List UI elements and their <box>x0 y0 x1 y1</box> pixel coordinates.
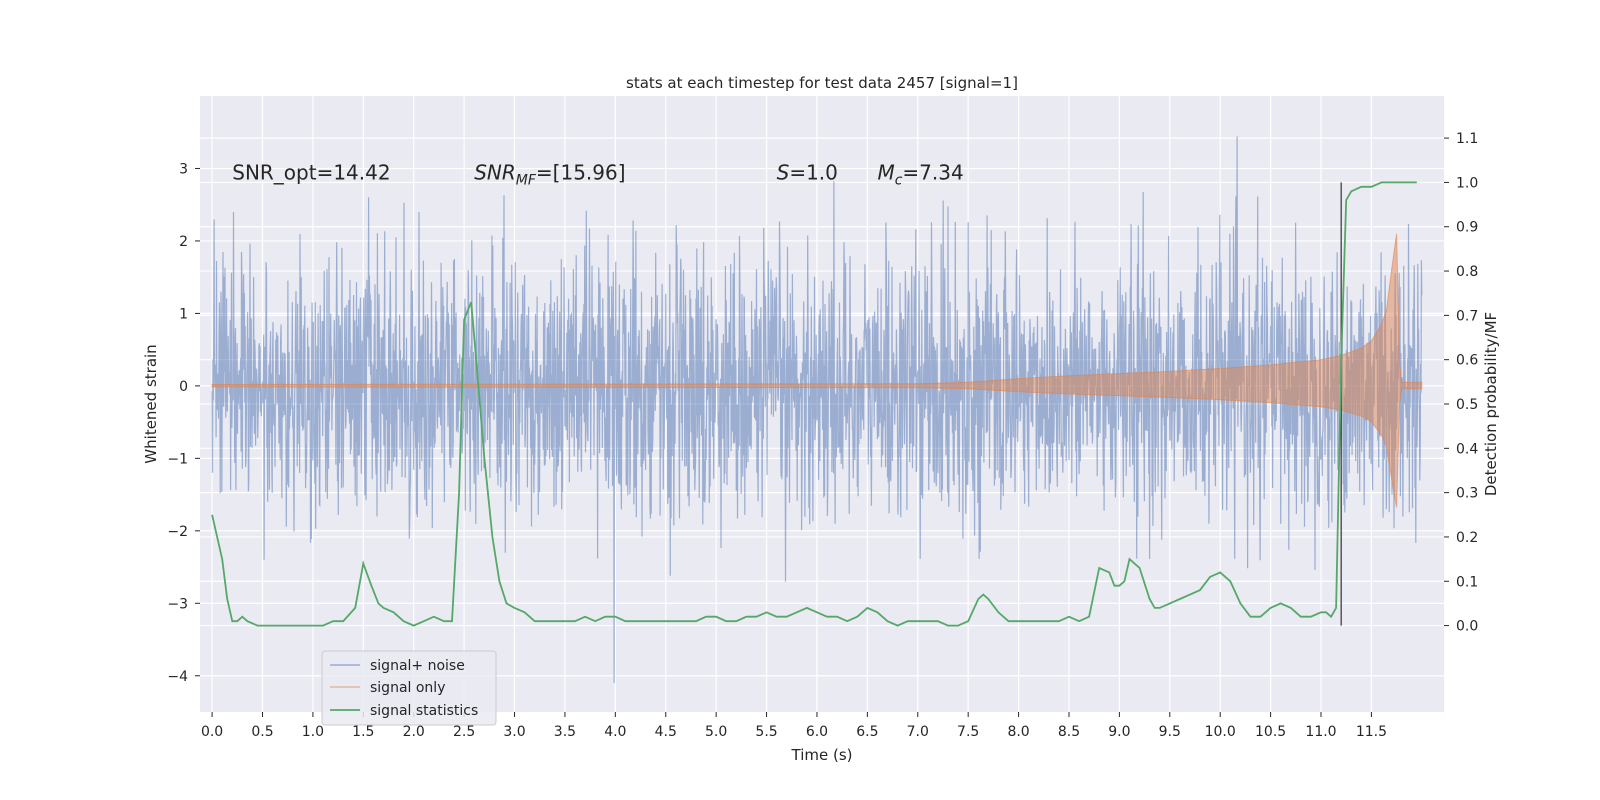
x-tick-label-15: 7.5 <box>957 724 979 740</box>
y-tick-label-1: −3 <box>167 596 188 612</box>
stats-line <box>211 181 1417 627</box>
x-tick-label-3: 1.5 <box>352 724 374 740</box>
legend: signal+ noise signal only signal statist… <box>321 650 497 726</box>
x-tick-label-12: 6.0 <box>806 724 828 740</box>
y2-tick-label-7: 0.7 <box>1456 308 1478 324</box>
x-tick-label-10: 5.0 <box>705 724 727 740</box>
y-axis-ticks: −4 −3 −2 −1 0 1 2 3 <box>167 161 200 685</box>
annotation-0: SNR_opt=14.42 <box>232 160 390 184</box>
plot-area <box>211 136 1423 684</box>
annotation-3-main: M <box>877 160 894 184</box>
annotation-1-main: SNR <box>474 160 516 184</box>
x-tick-label-0: 0.0 <box>201 724 223 740</box>
y-tick-label-2: −2 <box>167 524 188 540</box>
y2-tick-label-5: 0.5 <box>1456 397 1478 413</box>
annotation-1-value: =[15.96] <box>536 160 626 184</box>
x-tick-label-19: 9.5 <box>1159 724 1181 740</box>
y2-tick-label-11: 1.1 <box>1456 131 1478 147</box>
y2-tick-label-0: 0.0 <box>1456 619 1478 635</box>
x-tick-label-1: 0.5 <box>251 724 273 740</box>
annotation-0-main: SNR_opt=14.42 <box>232 160 390 184</box>
y-tick-label-4: 0 <box>179 379 188 395</box>
series-signal-statistics <box>211 181 1417 627</box>
x-tick-label-6: 3.0 <box>503 724 525 740</box>
y-axis-title: Whitened strain <box>142 344 160 463</box>
y2-tick-label-8: 0.8 <box>1456 264 1478 280</box>
y2-tick-label-9: 0.9 <box>1456 220 1478 236</box>
y2-tick-label-10: 1.0 <box>1456 175 1478 191</box>
x-tick-label-23: 11.5 <box>1356 724 1387 740</box>
y-tick-label-7: 3 <box>179 161 188 177</box>
annotation-3-value: =7.34 <box>902 160 963 184</box>
annotation-1-sub: MF <box>516 172 537 188</box>
legend-box <box>321 650 497 726</box>
y2-tick-label-1: 0.1 <box>1456 574 1478 590</box>
y-tick-label-3: −1 <box>167 451 188 467</box>
legend-label-stats: signal statistics <box>370 703 478 719</box>
y-tick-label-0: −4 <box>167 669 188 685</box>
y2-tick-label-3: 0.3 <box>1456 486 1478 502</box>
x-tick-label-17: 8.5 <box>1058 724 1080 740</box>
y2-axis-title: Detection probability/MF <box>1482 312 1500 496</box>
signal-envelope <box>211 233 1423 508</box>
x-tick-label-4: 2.0 <box>403 724 425 740</box>
x-tick-label-5: 2.5 <box>453 724 475 740</box>
annotation-2: S=1.0 <box>777 160 838 184</box>
y2-axis-ticks: 0.0 0.1 0.2 0.3 0.4 0.5 0.6 0.7 0.8 0.9 1.0 1.1 <box>1444 131 1478 635</box>
annotations: SNR_opt=14.42 SNRMF=[15.96] S=1.0 Mc=7.34 <box>232 160 963 188</box>
x-tick-label-16: 8.0 <box>1007 724 1029 740</box>
y-tick-label-6: 2 <box>179 234 188 250</box>
x-tick-label-21: 10.5 <box>1255 724 1286 740</box>
x-tick-label-2: 1.0 <box>302 724 324 740</box>
series-signal-only <box>211 233 1423 508</box>
annotation-3-sub: c <box>895 172 903 188</box>
legend-label-signal: signal only <box>370 680 445 696</box>
chart-title: stats at each timestep for test data 245… <box>626 74 1018 92</box>
y2-tick-label-4: 0.4 <box>1456 441 1478 457</box>
annotation-1: SNRMF=[15.96] <box>474 160 625 188</box>
annotation-2-main: S <box>777 160 790 184</box>
y2-tick-label-6: 0.6 <box>1456 353 1478 369</box>
annotation-2-value: =1.0 <box>789 160 838 184</box>
x-tick-label-13: 6.5 <box>856 724 878 740</box>
x-tick-label-11: 5.5 <box>755 724 777 740</box>
x-tick-label-14: 7.0 <box>907 724 929 740</box>
x-tick-label-8: 4.0 <box>604 724 626 740</box>
noise-line <box>211 136 1423 684</box>
series-signal-plus-noise <box>211 136 1423 684</box>
x-axis-title: Time (s) <box>791 746 853 764</box>
x-tick-label-18: 9.0 <box>1108 724 1130 740</box>
annotation-3: Mc=7.34 <box>877 160 963 188</box>
x-axis-ticks: 0.0 0.5 1.0 1.5 2.0 2.5 3.0 3.5 4.0 4.5 5.0 5.5 6.0 6… <box>201 712 1387 740</box>
x-tick-label-20: 10.0 <box>1205 724 1236 740</box>
y2-tick-label-2: 0.2 <box>1456 530 1478 546</box>
x-tick-label-7: 3.5 <box>554 724 576 740</box>
y-tick-label-5: 1 <box>179 306 188 322</box>
x-tick-label-9: 4.5 <box>655 724 677 740</box>
x-tick-label-22: 11.0 <box>1305 724 1336 740</box>
legend-label-noise: signal+ noise <box>370 658 465 674</box>
